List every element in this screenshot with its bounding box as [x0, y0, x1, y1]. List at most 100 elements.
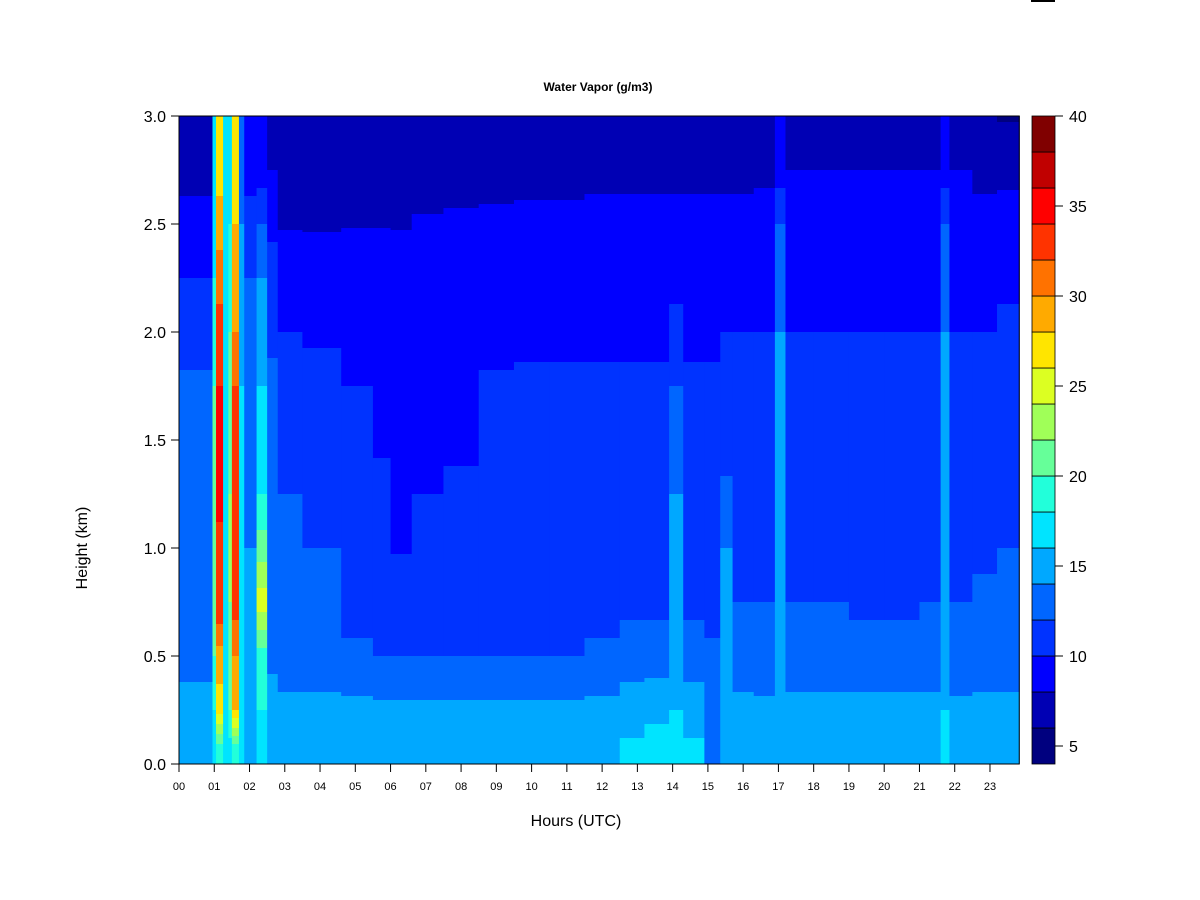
- heatmap-cell: [244, 278, 258, 548]
- heatmap-cell: [372, 656, 392, 700]
- heatmap-cell: [940, 332, 950, 710]
- heatmap-cell: [390, 116, 413, 230]
- heatmap-cell: [179, 116, 213, 196]
- heatmap-cell: [732, 332, 755, 602]
- x-tick-label: 14: [667, 781, 679, 793]
- heatmap-cell: [216, 734, 224, 744]
- x-tick-label: 04: [314, 781, 326, 793]
- heatmap-cell: [341, 696, 374, 764]
- heatmap-cell: [231, 620, 240, 656]
- x-tick-label: 18: [808, 781, 820, 793]
- heatmap-cell: [238, 224, 245, 386]
- heatmap-cell: [753, 116, 776, 188]
- colorbar-band: [1031, 295, 1056, 333]
- heatmap-cell: [372, 458, 392, 656]
- heatmap-cell: [478, 204, 515, 370]
- x-tick-label: 19: [843, 781, 855, 793]
- heatmap-cell: [216, 386, 224, 522]
- heatmap-cell: [231, 386, 240, 620]
- heatmap-cell: [390, 230, 413, 554]
- heatmap-cell: [972, 574, 998, 692]
- heatmap-cell: [972, 116, 998, 194]
- chart-title: Water Vapor (g/m3): [543, 80, 653, 94]
- heatmap-cell: [619, 116, 645, 194]
- heatmap-cell: [231, 728, 240, 736]
- heatmap-cell: [223, 116, 229, 764]
- heatmap-cell: [774, 332, 786, 764]
- heatmap-cell: [277, 116, 303, 230]
- heatmap-cell: [848, 332, 885, 620]
- heatmap-cell: [256, 588, 268, 612]
- heatmap-cell: [848, 620, 885, 692]
- heatmap-cell: [231, 224, 240, 332]
- heatmap-cell: [341, 386, 374, 638]
- heatmap-cell: [669, 710, 684, 764]
- heatmap-cell: [813, 332, 850, 602]
- heatmap-cell: [277, 332, 303, 494]
- heatmap-cell: [478, 116, 515, 204]
- heatmap-cell: [411, 214, 444, 494]
- y-tick-label: 3.0: [144, 109, 166, 126]
- heatmap-cell: [997, 692, 1020, 764]
- heatmap-cell: [231, 736, 240, 744]
- heatmap-cell: [256, 188, 268, 224]
- heatmap-cell: [720, 548, 734, 764]
- heatmap-cell: [244, 196, 258, 278]
- heatmap-cell: [216, 684, 224, 714]
- colorbar-tick-label: 15: [1069, 559, 1087, 576]
- heatmap-cell: [302, 348, 342, 548]
- heatmap-cell: [443, 466, 480, 656]
- heatmap-cell: [584, 638, 621, 696]
- colorbar-band: [1031, 655, 1056, 693]
- heatmap-cell: [584, 194, 621, 362]
- x-tick-label: 00: [173, 781, 185, 793]
- heatmap-cell: [785, 332, 815, 602]
- heatmap-cell: [390, 554, 413, 656]
- heatmap-cell: [216, 744, 224, 764]
- heatmap-cell: [179, 196, 213, 278]
- heatmap-cell: [997, 190, 1020, 304]
- heatmap-cell: [411, 656, 444, 700]
- y-tick-label: 1.5: [144, 433, 166, 450]
- heatmap-cell: [720, 476, 734, 548]
- heatmap-cell: [949, 170, 973, 332]
- heatmap-cell: [683, 116, 705, 194]
- heatmap-cell: [478, 656, 515, 700]
- heatmap-cell: [238, 116, 245, 224]
- x-tick-label: 21: [913, 781, 925, 793]
- heatmap-cell: [669, 494, 684, 710]
- x-tick-label: 09: [490, 781, 502, 793]
- heatmap-cell: [644, 724, 670, 764]
- heatmap-cell: [919, 692, 942, 764]
- heatmap-cell: [256, 630, 268, 648]
- x-tick-label: 10: [525, 781, 537, 793]
- heatmap-cell: [774, 116, 786, 188]
- heatmap-cell: [228, 738, 233, 764]
- y-tick-label: 2.5: [144, 217, 166, 234]
- heatmap-cell: [267, 242, 279, 358]
- heatmap-cell: [683, 738, 705, 764]
- corner-mark: [1031, 0, 1055, 2]
- y-tick-label: 0.0: [144, 757, 166, 774]
- x-tick-label: 07: [420, 781, 432, 793]
- heatmap-cell: [949, 116, 973, 170]
- x-tick-label: 02: [243, 781, 255, 793]
- heatmap-cell: [256, 530, 268, 562]
- heatmap-cell: [513, 656, 550, 700]
- heatmap-cell: [228, 602, 233, 710]
- heatmap-cell: [644, 362, 670, 620]
- heatmap-cell: [179, 278, 213, 370]
- heatmap-cell: [244, 548, 258, 764]
- colorbar-tick-label: 20: [1069, 469, 1087, 486]
- heatmap-cell: [813, 692, 850, 764]
- heatmap-cell: [212, 116, 217, 278]
- colorbar-band: [1031, 691, 1056, 729]
- heatmap-cell: [972, 194, 998, 332]
- x-tick-label: 03: [279, 781, 291, 793]
- heatmap-cell: [732, 692, 755, 764]
- heatmap-cells: [179, 116, 1020, 764]
- colorbar-band: [1031, 547, 1056, 585]
- heatmap-cell: [341, 228, 374, 386]
- heatmap-cell: [584, 696, 621, 764]
- heatmap-cell: [949, 602, 973, 696]
